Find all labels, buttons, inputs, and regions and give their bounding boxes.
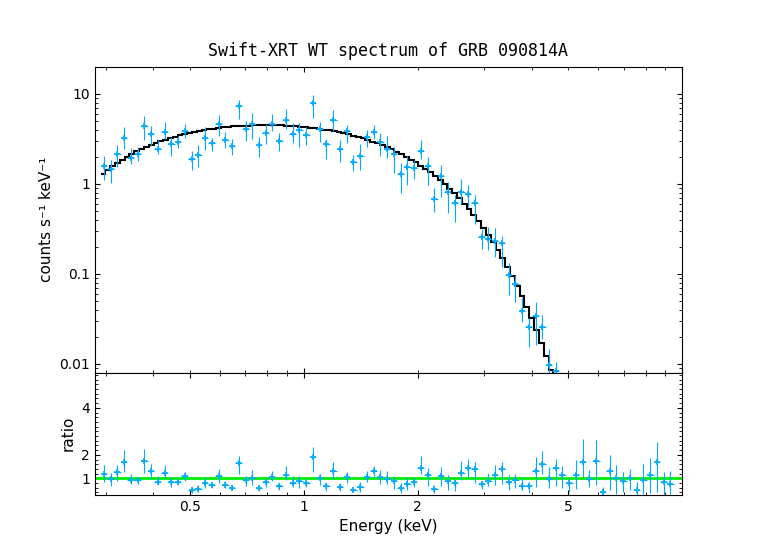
Y-axis label: ratio: ratio: [61, 416, 76, 451]
Y-axis label: counts s⁻¹ keV⁻¹: counts s⁻¹ keV⁻¹: [39, 157, 54, 282]
X-axis label: Energy (keV): Energy (keV): [340, 519, 437, 534]
Title: Swift-XRT WT spectrum of GRB 090814A: Swift-XRT WT spectrum of GRB 090814A: [208, 42, 568, 59]
